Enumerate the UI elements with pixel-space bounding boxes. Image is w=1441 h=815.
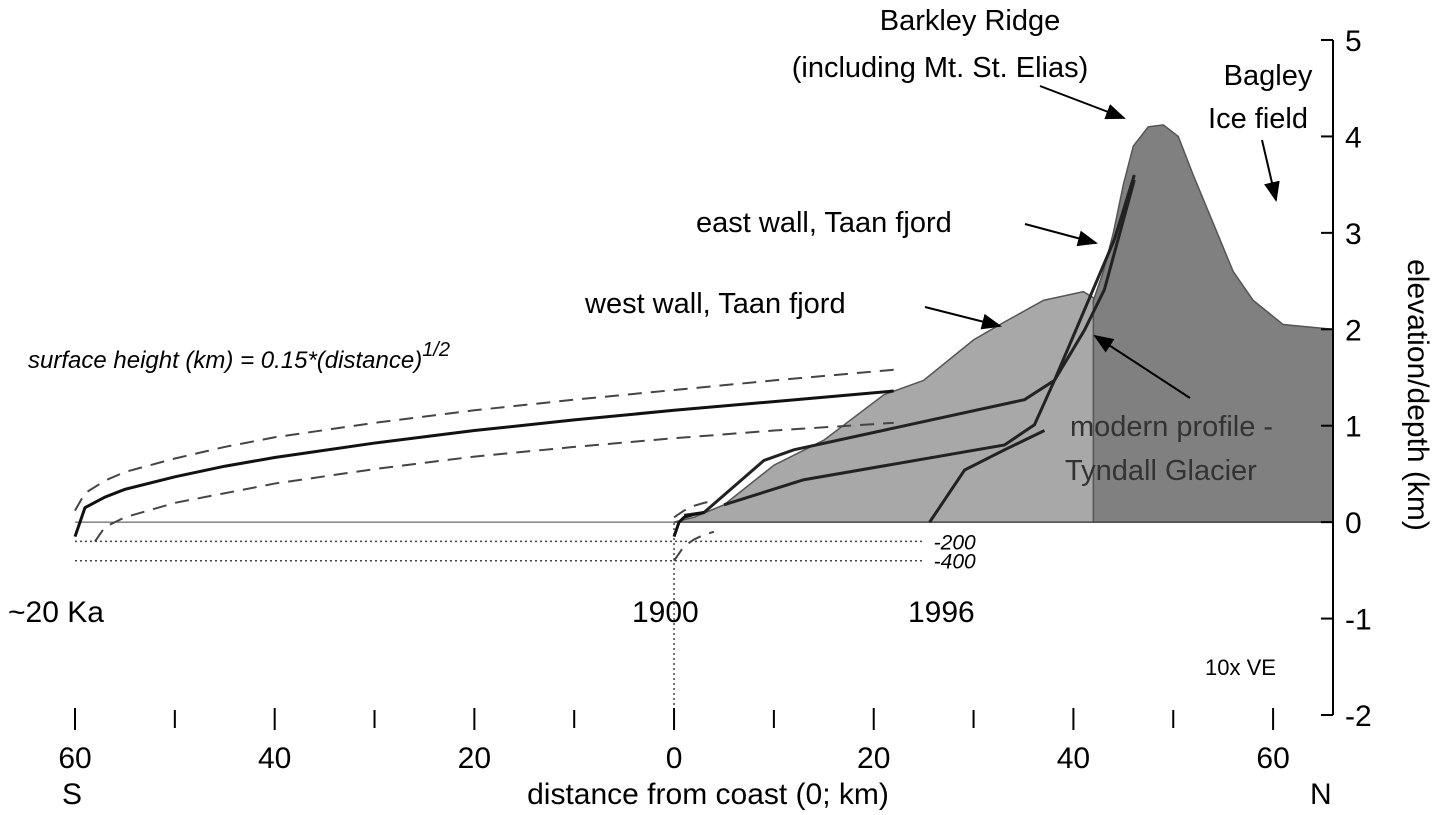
y-tick-label: 0 [1345,507,1362,540]
profile-line [673,530,715,562]
reference-label: -200 [934,531,976,554]
profile-line [672,511,705,538]
x-tick-label: 0 [666,742,683,775]
profile-line [73,389,894,538]
x-axis-label: distance from coast (0; km) [527,778,889,811]
annotation: Barkley Ridge [880,5,1061,37]
profile-line [723,174,1136,507]
annotation: (including Mt. St. Elias) [792,52,1089,84]
y-tick-label: -1 [1345,604,1372,637]
annotation: N [1310,778,1332,811]
x-tick-label: 20 [857,742,890,775]
profile-line [928,429,1046,523]
x-tick-label: 40 [1057,742,1090,775]
y-tick-label: 2 [1345,314,1362,347]
annotation: west wall, Taan fjord [584,288,846,320]
x-tick-label: 60 [1256,742,1289,775]
arrow [1039,85,1126,120]
formula-text: surface height (km) = 0.15*(distance) [28,347,422,374]
plot-area: -200-400 5 4 3 2 1 0 -1 -2 60 40 20 0 20 40 60 [58,25,1371,775]
y-tick-label: 4 [1345,121,1362,154]
y-tick-label: 5 [1345,25,1362,58]
profile-line [683,179,1136,517]
profile-line [673,499,715,519]
x-tick-label: 20 [458,742,491,775]
arrow [1024,223,1098,247]
annotation: east wall, Taan fjord [696,207,952,239]
y-axis-label: elevation/depth (km) [1401,259,1434,531]
arrow [1093,334,1191,399]
x-tick-label: 40 [258,742,291,775]
annotation: Bagley [1224,60,1313,92]
annotation: 10x VE [1205,655,1276,680]
terrain-area [1092,124,1334,523]
y-tick-label: 3 [1345,218,1362,251]
arrow [1261,139,1280,202]
annotation: ~20 Ka [8,596,104,629]
annotation: 1996 [908,596,975,629]
annotation: Tyndall Glacier [1065,455,1257,487]
profile-line [94,421,894,542]
x-tick-label: 60 [58,742,91,775]
annotation: S [62,778,82,811]
formula-exponent: 1/2 [422,339,450,361]
annotation: 1900 [632,596,699,629]
formula: surface height (km) = 0.15*(distance)1/2 [28,339,450,374]
profile-line [74,368,894,512]
y-tick-label: -2 [1345,700,1372,733]
arrow [924,306,1002,330]
y-tick-label: 1 [1345,411,1362,444]
annotation: Ice field [1208,103,1308,135]
arrows [924,85,1280,399]
reference-label: -400 [934,551,976,574]
annotation: modern profile - [1070,411,1273,443]
